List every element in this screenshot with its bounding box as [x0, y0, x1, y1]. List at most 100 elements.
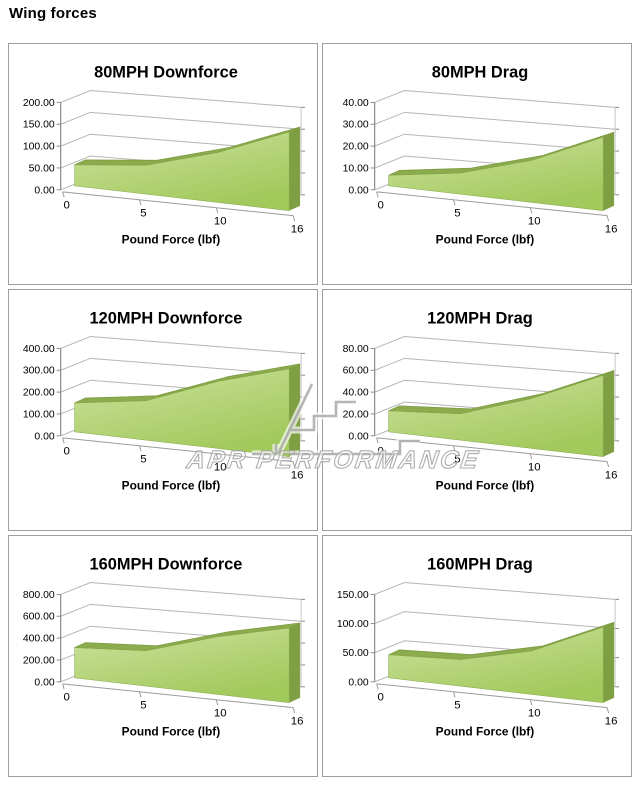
x-axis-title: Pound Force (lbf) — [436, 724, 535, 738]
x-axis-tick — [215, 453, 219, 460]
y-tick-label: 600.00 — [23, 612, 55, 623]
chart-160mph-drag: 0.00 50.00 100.00 150.00 0 5 10 16 Pound Force (… — [337, 556, 620, 738]
chart-title: 160MPH Drag — [427, 556, 533, 574]
x-axis-tick — [62, 191, 65, 198]
y-tick-label: 200.00 — [23, 388, 55, 399]
x-tick-label: 0 — [377, 200, 383, 212]
x-axis-tick — [376, 437, 379, 444]
x-axis-tick — [376, 191, 379, 198]
x-axis-line — [376, 191, 608, 217]
x-axis-tick — [453, 199, 456, 206]
y-tick-label: 100.00 — [23, 409, 55, 420]
x-axis-tick — [215, 699, 219, 706]
x-axis-title: Pound Force (lbf) — [122, 478, 221, 492]
x-tick-label: 10 — [214, 462, 227, 474]
x-tick-label: 5 — [454, 700, 460, 712]
x-tick-label: 16 — [291, 224, 304, 236]
x-tick-label: 16 — [291, 716, 304, 728]
x-axis-tick — [292, 707, 296, 714]
gridline — [60, 357, 302, 376]
x-axis-tick — [215, 207, 219, 214]
gridline — [60, 335, 302, 354]
chart-80mph-downforce: 0.00 50.00 100.00 150.00 200.00 0 5 10 16 Pound F… — [23, 64, 306, 246]
x-tick-label: 16 — [605, 224, 618, 236]
gridline — [374, 335, 616, 354]
x-tick-label: 10 — [528, 216, 541, 228]
chart-title: 120MPH Drag — [427, 310, 533, 328]
x-axis-title: Pound Force (lbf) — [436, 232, 535, 246]
y-tick-label: 80.00 — [343, 344, 369, 355]
x-axis-line — [62, 437, 294, 463]
x-tick-label: 5 — [140, 208, 146, 220]
x-axis-tick — [606, 215, 610, 222]
y-tick-label: 30.00 — [343, 120, 369, 131]
x-axis-line — [62, 191, 294, 217]
gridline — [60, 581, 302, 600]
x-axis-tick — [529, 699, 533, 706]
x-axis-title: Pound Force (lbf) — [122, 724, 221, 738]
gridline — [60, 111, 302, 130]
chart-panel-80mph-drag: 0.00 10.00 20.00 30.00 40.00 0 5 10 16 Pound Forc… — [322, 43, 632, 285]
gridline — [374, 89, 616, 108]
gridline — [374, 111, 616, 130]
gridline — [60, 603, 302, 622]
y-tick-label: 100.00 — [337, 619, 369, 630]
x-tick-label: 0 — [63, 446, 69, 458]
chart-title: 120MPH Downforce — [90, 310, 243, 328]
y-tick-label: 0.00 — [34, 677, 54, 688]
chart-120mph-drag: 0.00 20.00 40.00 60.00 80.00 0 5 10 16 Pound Forc… — [343, 310, 620, 492]
y-tick-label: 400.00 — [23, 634, 55, 645]
y-tick-label: 0.00 — [348, 677, 368, 688]
area-series — [388, 136, 604, 211]
y-tick-label: 10.00 — [343, 163, 369, 174]
gridline — [374, 581, 616, 600]
x-tick-label: 10 — [528, 462, 541, 474]
gridline — [374, 379, 616, 398]
x-tick-label: 16 — [291, 470, 304, 482]
x-tick-label: 10 — [214, 216, 227, 228]
y-tick-label: 150.00 — [23, 120, 55, 131]
y-tick-label: 0.00 — [34, 185, 54, 196]
x-axis-tick — [606, 461, 610, 468]
y-tick-label: 200.00 — [23, 98, 55, 109]
area-series — [74, 368, 290, 457]
chart-panel-160mph-drag: 0.00 50.00 100.00 150.00 0 5 10 16 Pound Force (… — [322, 535, 632, 777]
chart-80mph-drag: 0.00 10.00 20.00 30.00 40.00 0 5 10 16 Pound Forc… — [343, 64, 620, 246]
y-tick-label: 800.00 — [23, 590, 55, 601]
chart-120mph-downforce: 0.00 100.00 200.00 300.00 400.00 0 5 10 16 Pound … — [23, 310, 306, 492]
area-side-face — [289, 127, 301, 211]
x-axis-tick — [529, 453, 533, 460]
x-axis-tick — [62, 437, 65, 444]
gridline — [374, 611, 616, 630]
area-series — [388, 375, 604, 457]
x-axis-line — [376, 683, 608, 709]
x-tick-label: 16 — [605, 716, 618, 728]
x-axis-tick — [453, 445, 456, 452]
y-tick-label: 300.00 — [23, 366, 55, 377]
y-tick-label: 100.00 — [23, 142, 55, 153]
y-tick-label: 50.00 — [343, 648, 369, 659]
x-tick-label: 10 — [214, 708, 227, 720]
y-tick-label: 20.00 — [343, 142, 369, 153]
gridline — [60, 89, 302, 108]
y-tick-label: 150.00 — [337, 590, 369, 601]
chart-panel-120mph-drag: 0.00 20.00 40.00 60.00 80.00 0 5 10 16 Pound Forc… — [322, 289, 632, 531]
chart-panel-160mph-downforce: 0.00 200.00 400.00 600.00 800.00 0 5 10 16 Pound … — [8, 535, 318, 777]
chart-title: 80MPH Drag — [432, 64, 528, 82]
gridline — [374, 357, 616, 376]
x-axis-tick — [606, 707, 610, 714]
area-side-face — [603, 370, 615, 457]
gridline — [60, 133, 302, 152]
x-axis-tick — [139, 199, 142, 206]
y-tick-label: 50.00 — [29, 163, 55, 174]
y-tick-label: 400.00 — [23, 344, 55, 355]
y-tick-label: 0.00 — [348, 185, 368, 196]
x-tick-label: 0 — [63, 692, 69, 704]
area-series — [74, 131, 290, 211]
charts-grid: 0.00 50.00 100.00 150.00 200.00 0 5 10 16 Pound F… — [8, 43, 632, 777]
x-tick-label: 0 — [63, 200, 69, 212]
x-axis-tick — [292, 461, 296, 468]
x-axis-tick — [139, 691, 142, 698]
x-axis-tick — [376, 683, 379, 690]
area-series — [388, 626, 604, 703]
